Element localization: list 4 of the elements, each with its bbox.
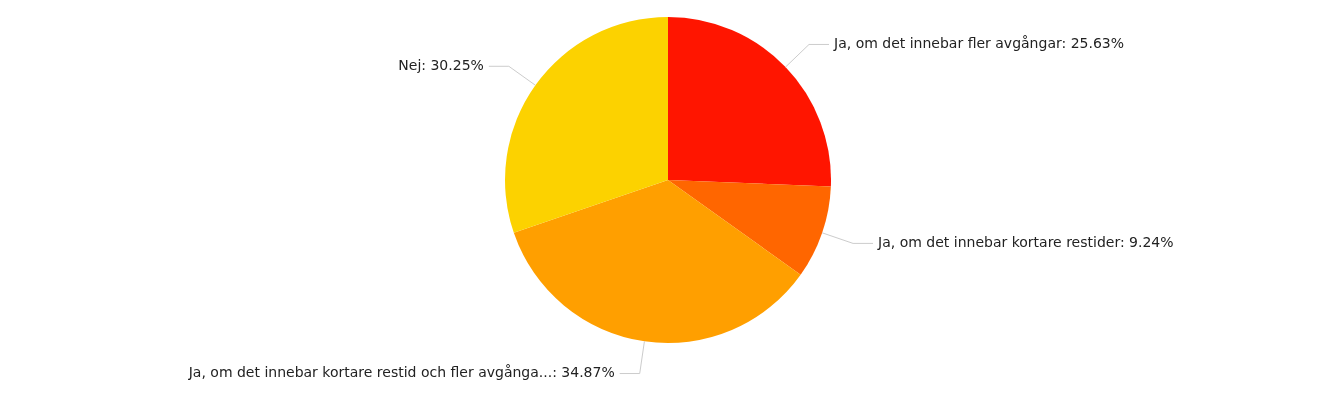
slice-label: Ja, om det innebar kortare restid och fler avgånga...: 34.87%: [187, 364, 615, 381]
slice-label: Ja, om det innebar fler avgångar: 25.63%: [833, 35, 1125, 52]
slice-label: Ja, om det innebar kortare restider: 9.24%: [877, 234, 1174, 251]
slice-label: Nej: 30.25%: [398, 56, 484, 73]
